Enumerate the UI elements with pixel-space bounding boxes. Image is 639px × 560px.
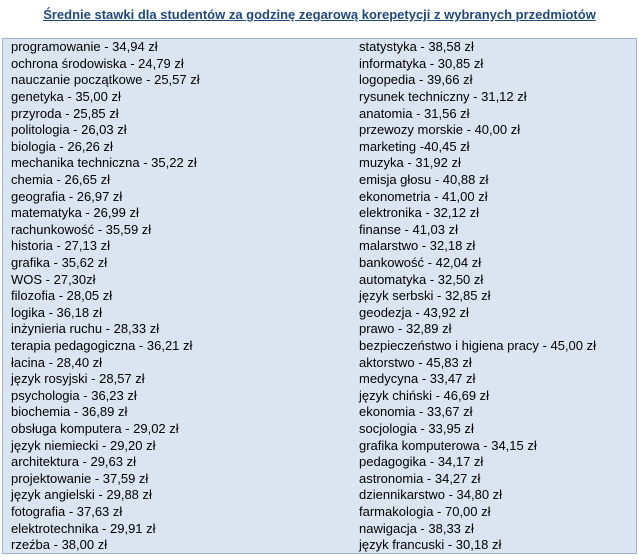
table-cell: język rosyjski - 28,57 zł — [11, 371, 145, 387]
table-row: geografia - 26,97 zł ekonometria - 41,00 … — [3, 188, 637, 205]
table-cell: geodezja - 43,92 zł — [359, 304, 469, 320]
table-cell: nawigacja - 38,33 zł — [359, 520, 474, 536]
table-cell: język niemiecki - 29,20 zł — [11, 437, 156, 453]
rates-table: programowanie - 34,94 zł statystyka - 38,… — [2, 38, 637, 555]
table-row: grafika - 35,62 zł bankowość - 42,04 zł — [3, 255, 637, 272]
table-row: psychologia - 36,23 zł język chiński - 46… — [3, 387, 637, 404]
table-row: architektura - 29,63 zł pedagogika - 34,1… — [3, 454, 637, 471]
table-cell: malarstwo - 32,18 zł — [359, 238, 476, 254]
table-cell: genetyka - 35,00 zł — [11, 89, 121, 105]
table-cell: politologia - 26,03 zł — [11, 122, 127, 138]
table-cell: aktorstwo - 45,83 zł — [359, 354, 472, 370]
table-row: obsługa komputera - 29,02 zł socjologia -… — [3, 421, 637, 438]
table-cell: nauczanie początkowe - 25,57 zł — [11, 72, 200, 88]
table-cell: astronomia - 34,27 zł — [359, 470, 481, 486]
table-cell: programowanie - 34,94 zł — [11, 39, 158, 55]
table-row: terapia pedagogiczna - 36,21 zł bezpiecze… — [3, 338, 637, 355]
table-cell: elektrotechnika - 29,91 zł — [11, 520, 156, 536]
table-cell: grafika komputerowa - 34,15 zł — [359, 437, 537, 453]
table-cell: język chiński - 46,69 zł — [359, 387, 490, 403]
table-cell: przyroda - 25,85 zł — [11, 105, 119, 121]
table-cell: architektura - 29,63 zł — [11, 454, 137, 470]
table-cell: prawo - 32,89 zł — [359, 321, 452, 337]
table-cell: rachunkowość - 35,59 zł — [11, 221, 152, 237]
table-cell: informatyka - 30,85 zł — [359, 55, 484, 71]
table-cell: język francuski - 30,18 zł — [359, 537, 502, 553]
table-cell: logika - 36,18 zł — [11, 304, 103, 320]
table-row: logika - 36,18 zł geodezja - 43,92 zł — [3, 305, 637, 322]
table-cell: bezpieczeństwo i higiena pracy - 45,00 z… — [359, 337, 597, 353]
table-cell: inżynieria ruchu - 28,33 zł — [11, 321, 160, 337]
table-cell: WOS - 27,30zł — [11, 271, 96, 287]
table-cell: ochrona środowiska - 24,79 zł — [11, 55, 184, 71]
table-cell: język angielski - 29,88 zł — [11, 487, 152, 503]
table-cell: projektowanie - 37,59 zł — [11, 470, 149, 486]
table-row: projektowanie - 37,59 zł astronomia - 34,… — [3, 470, 637, 487]
table-cell: rzeźba - 38,00 zł — [11, 537, 108, 553]
table-row: język niemiecki - 29,20 zł grafika komput… — [3, 437, 637, 454]
table-cell: fotografia - 37,63 zł — [11, 503, 123, 519]
table-cell: chemia - 26,65 zł — [11, 172, 110, 188]
table-cell: statystyka - 38,58 zł — [359, 39, 474, 55]
table-row: elektrotechnika - 29,91 zł nawigacja - 38… — [3, 520, 637, 537]
table-cell: matematyka - 26,99 zł — [11, 205, 139, 221]
table-row: fotografia - 37,63 zł farmakologia - 70,0… — [3, 504, 637, 521]
table-row: rachunkowość - 35,59 zł finanse - 41,03 z… — [3, 222, 637, 239]
table-cell: medycyna - 33,47 zł — [359, 371, 476, 387]
table-row: WOS - 27,30zł automatyka - 32,50 zł — [3, 271, 637, 288]
table-cell: socjologia - 33,95 zł — [359, 420, 474, 436]
table-cell: bankowość - 42,04 zł — [359, 255, 482, 271]
table-cell: łacina - 28,40 zł — [11, 354, 103, 370]
table-row: biologia - 26,26 zł marketing -40,45 zł — [3, 139, 637, 156]
table-cell: biochemia - 36,89 zł — [11, 404, 128, 420]
table-row: genetyka - 35,00 zł rysunek techniczny - … — [3, 89, 637, 106]
table-cell: ekonometria - 41,00 zł — [359, 188, 488, 204]
table-cell: biologia - 26,26 zł — [11, 138, 113, 154]
table-cell: terapia pedagogiczna - 36,21 zł — [11, 337, 193, 353]
table-cell: muzyka - 31,92 zł — [359, 155, 461, 171]
table-row: historia - 27,13 zł malarstwo - 32,18 zł — [3, 238, 637, 255]
table-cell: anatomia - 31,56 zł — [359, 105, 470, 121]
table-cell: przewozy morskie - 40,00 zł — [359, 122, 521, 138]
table-row: przyroda - 25,85 zł anatomia - 31,56 zł — [3, 105, 637, 122]
table-row: ochrona środowiska - 24,79 zł informatyka… — [3, 56, 637, 73]
table-row: język rosyjski - 28,57 zł medycyna - 33,4… — [3, 371, 637, 388]
table-cell: rysunek techniczny - 31,12 zł — [359, 89, 527, 105]
table-cell: ekonomia - 33,67 zł — [359, 404, 473, 420]
table-cell: pedagogika - 34,17 zł — [359, 454, 484, 470]
table-cell: filozofia - 28,05 zł — [11, 288, 113, 304]
table-row: inżynieria ruchu - 28,33 zł prawo - 32,89… — [3, 321, 637, 338]
table-cell: mechanika techniczna - 35,22 zł — [11, 155, 197, 171]
table-row: biochemia - 36,89 zł ekonomia - 33,67 zł — [3, 404, 637, 421]
table-cell: język serbski - 32,85 zł — [359, 288, 491, 304]
table-cell: elektronika - 32,12 zł — [359, 205, 479, 221]
title: Średnie stawki dla studentów za godzinę … — [43, 7, 596, 22]
table-cell: geografia - 26,97 zł — [11, 188, 123, 204]
table-row: politologia - 26,03 zł przewozy morskie -… — [3, 122, 637, 139]
table-row: rzeźba - 38,00 zł język francuski - 30,18… — [3, 537, 637, 554]
table-cell: dziennikarstwo - 34,80 zł — [359, 487, 503, 503]
table-row: filozofia - 28,05 zł język serbski - 32,8… — [3, 288, 637, 305]
table-row: język angielski - 29,88 zł dziennikarstwo… — [3, 487, 637, 504]
table-cell: logopedia - 39,66 zł — [359, 72, 473, 88]
table-row: nauczanie początkowe - 25,57 zł logopedia… — [3, 72, 637, 89]
table-cell: obsługa komputera - 29,02 zł — [11, 420, 179, 436]
table-cell: emisja głosu - 40,88 zł — [359, 172, 489, 188]
table-cell: historia - 27,13 zł — [11, 238, 110, 254]
table-cell: grafika - 35,62 zł — [11, 255, 108, 271]
table-row: programowanie - 34,94 zł statystyka - 38,… — [3, 39, 637, 56]
table-cell: automatyka - 32,50 zł — [359, 271, 484, 287]
table-cell: marketing -40,45 zł — [359, 138, 470, 154]
table-row: łacina - 28,40 zł aktorstwo - 45,83 zł — [3, 354, 637, 371]
table-row: mechanika techniczna - 35,22 zł muzyka - … — [3, 155, 637, 172]
table-cell: farmakologia - 70,00 zł — [359, 503, 491, 519]
table-row: chemia - 26,65 zł emisja głosu - 40,88 zł — [3, 172, 637, 189]
table-cell: finanse - 41,03 zł — [359, 221, 459, 237]
table-row: matematyka - 26,99 zł elektronika - 32,12… — [3, 205, 637, 222]
table-cell: psychologia - 36,23 zł — [11, 387, 137, 403]
